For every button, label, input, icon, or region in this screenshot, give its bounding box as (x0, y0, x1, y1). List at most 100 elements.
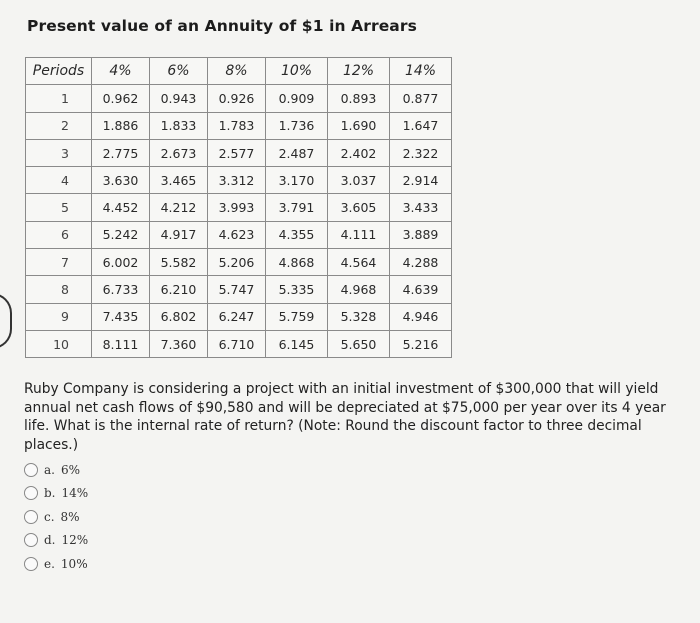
table-row: 1 0.962 0.943 0.926 0.909 0.893 0.877 (25, 84, 452, 113)
factor-cell: 0.877 (389, 84, 452, 113)
table-row: 8 6.733 6.210 5.747 5.335 4.968 4.639 (25, 275, 452, 304)
factor-cell: 4.111 (327, 220, 390, 250)
factor-cell: 3.170 (265, 166, 328, 195)
option-c[interactable]: c. 8% (24, 505, 88, 529)
factor-cell: 8.111 (91, 329, 150, 359)
answer-options: a. 6% b. 14% c. 8% d. 12% e. 10% (24, 458, 88, 576)
factor-cell: 4.968 (327, 275, 390, 304)
factor-cell: 1.833 (149, 111, 208, 140)
period-cell: 9 (25, 302, 92, 331)
option-text: 14% (61, 486, 89, 501)
factor-cell: 5.216 (389, 329, 452, 359)
factor-cell: 2.577 (207, 138, 266, 168)
factor-cell: 0.893 (327, 84, 390, 113)
radio-button[interactable] (24, 486, 38, 501)
factor-cell: 2.775 (91, 138, 150, 168)
option-d[interactable]: d. 12% (24, 529, 88, 553)
option-letter: d. (44, 533, 56, 548)
radio-button[interactable] (24, 556, 38, 571)
header-rate-6: 6% (149, 56, 208, 86)
left-edge-arc (0, 293, 12, 349)
factor-cell: 1.736 (265, 111, 328, 140)
period-cell: 6 (25, 220, 92, 250)
factor-cell: 5.242 (91, 220, 150, 250)
factor-cell: 4.288 (389, 248, 452, 277)
option-letter: a. (44, 462, 55, 477)
option-letter: c. (44, 509, 55, 524)
factor-cell: 0.909 (265, 84, 328, 113)
option-letter: b. (44, 486, 56, 501)
factor-cell: 3.993 (207, 193, 266, 222)
factor-cell: 0.926 (207, 84, 266, 113)
option-b[interactable]: b. 14% (24, 482, 88, 506)
header-rate-14: 14% (389, 56, 452, 86)
factor-cell: 3.605 (327, 193, 390, 222)
factor-cell: 6.002 (91, 248, 150, 277)
period-cell: 4 (25, 166, 92, 195)
factor-cell: 3.433 (389, 193, 452, 222)
period-cell: 3 (25, 138, 92, 168)
factor-cell: 4.452 (91, 193, 150, 222)
factor-cell: 6.210 (149, 275, 208, 304)
period-cell: 1 (25, 84, 92, 113)
period-cell: 10 (25, 329, 92, 359)
table-row: 2 1.886 1.833 1.783 1.736 1.690 1.647 (25, 111, 452, 140)
table-row: 6 5.242 4.917 4.623 4.355 4.111 3.889 (25, 220, 452, 250)
radio-button[interactable] (24, 462, 38, 477)
factor-cell: 4.355 (265, 220, 328, 250)
factor-cell: 2.322 (389, 138, 452, 168)
factor-cell: 3.465 (149, 166, 208, 195)
factor-cell: 6.145 (265, 329, 328, 359)
factor-cell: 1.690 (327, 111, 390, 140)
factor-cell: 5.650 (327, 329, 390, 359)
table-row: 4 3.630 3.465 3.312 3.170 3.037 2.914 (25, 166, 452, 195)
factor-cell: 4.917 (149, 220, 208, 250)
factor-cell: 5.747 (207, 275, 266, 304)
header-rate-10: 10% (265, 56, 328, 86)
factor-cell: 3.630 (91, 166, 150, 195)
factor-cell: 2.914 (389, 166, 452, 195)
page-title: Present value of an Annuity of $1 in Arr… (27, 17, 417, 35)
factor-cell: 4.868 (265, 248, 328, 277)
radio-button[interactable] (24, 533, 38, 548)
table-row: 5 4.452 4.212 3.993 3.791 3.605 3.433 (25, 193, 452, 222)
header-periods: Periods (25, 56, 92, 86)
option-a[interactable]: a. 6% (24, 458, 88, 482)
header-rate-12: 12% (327, 56, 390, 86)
table-row: 7 6.002 5.582 5.206 4.868 4.564 4.288 (25, 248, 452, 277)
period-cell: 5 (25, 193, 92, 222)
option-e[interactable]: e. 10% (24, 552, 88, 576)
factor-cell: 2.673 (149, 138, 208, 168)
factor-cell: 6.247 (207, 302, 266, 331)
factor-cell: 2.487 (265, 138, 328, 168)
factor-cell: 5.335 (265, 275, 328, 304)
factor-cell: 4.946 (389, 302, 452, 331)
factor-cell: 2.402 (327, 138, 390, 168)
factor-cell: 1.647 (389, 111, 452, 140)
factor-cell: 7.435 (91, 302, 150, 331)
factor-cell: 1.783 (207, 111, 266, 140)
radio-button[interactable] (24, 509, 38, 524)
header-rate-4: 4% (91, 56, 150, 86)
period-cell: 8 (25, 275, 92, 304)
factor-cell: 1.886 (91, 111, 150, 140)
factor-cell: 6.710 (207, 329, 266, 359)
option-text: 12% (61, 533, 89, 548)
factor-cell: 4.623 (207, 220, 266, 250)
factor-cell: 6.802 (149, 302, 208, 331)
table-row: 3 2.775 2.673 2.577 2.487 2.402 2.322 (25, 138, 452, 168)
annuity-table: Periods 4% 6% 8% 10% 12% 14% 1 0.962 0.943… (25, 56, 452, 359)
factor-cell: 6.733 (91, 275, 150, 304)
table-body: 1 0.962 0.943 0.926 0.909 0.893 0.877 2 1.886 1.8… (25, 84, 452, 359)
factor-cell: 3.889 (389, 220, 452, 250)
header-rate-8: 8% (207, 56, 266, 86)
factor-cell: 5.759 (265, 302, 328, 331)
option-text: 6% (60, 462, 81, 477)
factor-cell: 3.037 (327, 166, 390, 195)
factor-cell: 5.206 (207, 248, 266, 277)
option-text: 8% (60, 509, 80, 524)
factor-cell: 7.360 (149, 329, 208, 359)
factor-cell: 0.962 (91, 84, 150, 113)
factor-cell: 4.564 (327, 248, 390, 277)
factor-cell: 5.582 (149, 248, 208, 277)
